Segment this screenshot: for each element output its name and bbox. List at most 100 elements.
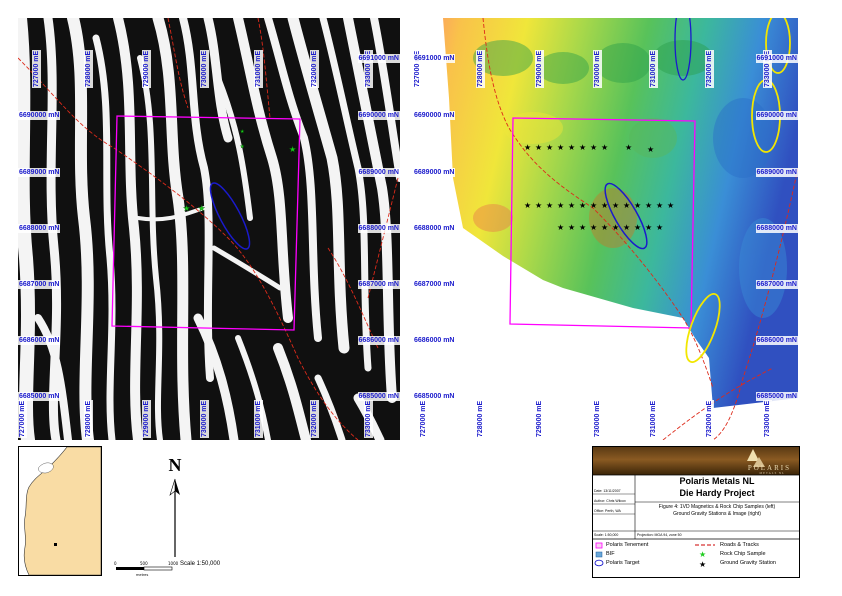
grid-label-top: 730000 mE [200,49,209,88]
grid-label-left: 6690000 mN [18,111,61,120]
legend-label: Roads & Tracks [720,542,759,548]
grid-label-bottom: 731000 mE [649,399,658,438]
grid-label-right: 6690000 mN [755,111,798,120]
rock-chip-samples: ★ ★ ★ ★ ★ [183,129,296,213]
gravity-map[interactable]: ★ ★ ★ ★ ★ ★ ★ ★ ★ ★ ★ ★ ★ ★ ★ ★ ★ ★ ★ ★ ★ ★ ★ ★ ★ ★ ★ ★ ★ ★ ★ ★ ★ ★ 727… [413,18,798,440]
tenement-symbol [595,542,603,549]
grid-label-right: 6687000 mN [755,280,798,289]
grid-label-top: 730000 mE [593,49,602,88]
grid-label-left: 6689000 mN [413,168,456,177]
north-letter: N [168,455,182,475]
svg-text:★: ★ [198,204,205,213]
meta-scale: Scale: 1:50,000 [594,533,619,537]
location-inset-map [18,446,102,576]
grid-label-right: 6688000 mN [357,224,400,233]
meta-office: Office: Perth, WA [594,509,621,513]
svg-text:★: ★ [601,223,608,232]
grid-label-bottom: 728000 mE [84,399,93,438]
australia-outline [19,447,101,575]
svg-text:★: ★ [612,223,619,232]
legend-label: Polaris Tenement [606,542,649,548]
grid-label-bottom: 727000 mE [419,399,428,438]
grid-label-top: 732000 mE [705,49,714,88]
grid-label-left: 6685000 mN [413,392,456,401]
svg-text:★: ★ [623,223,630,232]
grid-label-left: 6689000 mN [18,168,61,177]
title-block: POLARIS METALS NL Date: 13/11/2007 Autho… [592,446,800,578]
grid-label-top: 727000 mE [32,49,41,88]
rock-chip-symbol: ★ [699,550,706,559]
magnetics-map[interactable]: ★ ★ ★ ★ ★ 727000 mE 728000 mE 729000 mE … [18,18,400,440]
scale-tick-500: 500 [140,561,148,566]
grid-label-top: 729000 mE [535,49,544,88]
scale-tick-0: 0 [114,561,117,566]
meta-projection: Projection: MGA 94, zone 50 [637,533,682,537]
meta-author: Author: Chris Wilcox [594,499,626,503]
grid-label-right: 6689000 mN [755,168,798,177]
svg-text:★: ★ [557,223,564,232]
grid-label-bottom: 728000 mE [476,399,485,438]
grid-label-bottom: 727000 mE [18,399,27,438]
svg-text:★: ★ [546,143,553,152]
grid-label-left: 6687000 mN [18,280,61,289]
grid-label-top: 731000 mE [649,49,658,88]
svg-text:★: ★ [579,143,586,152]
grid-label-bottom: 731000 mE [254,399,263,438]
grid-label-right: 6685000 mN [357,392,400,401]
grid-label-top: 729000 mE [142,49,151,88]
figure-caption: Figure 4: 1VD Magnetics & Rock Chip Samp… [635,504,799,518]
legend-label: Ground Gravity Station [720,560,776,566]
scale-tick-1000: 1000 [168,561,179,566]
grid-label-top: 728000 mE [476,49,485,88]
svg-text:★: ★ [183,204,190,213]
grid-label-left: 6688000 mN [413,224,456,233]
scale-bar: 0 500 1000 metres [112,558,232,580]
project-name: Die Hardy Project [679,488,755,498]
meta-date: Date: 13/11/2007 [594,489,621,493]
legend-symbols: ★ ★ [594,542,715,569]
svg-text:★: ★ [557,143,564,152]
grid-label-right: 6686000 mN [755,336,798,345]
svg-text:★: ★ [535,143,542,152]
figure-caption-line1: Figure 4: 1VD Magnetics & Rock Chip Samp… [658,504,776,510]
svg-text:★: ★ [579,223,586,232]
grid-label-right: 6685000 mN [755,392,798,401]
svg-text:★: ★ [240,129,245,135]
magnetics-image: ★ ★ ★ ★ ★ [18,18,400,440]
svg-text:★: ★ [625,143,632,152]
svg-text:★: ★ [645,223,652,232]
north-arrow: N [160,455,190,565]
svg-text:★: ★ [535,201,542,210]
grid-label-bottom: 733000 mE [763,399,772,438]
grid-label-bottom: 729000 mE [535,399,544,438]
grid-label-left: 6687000 mN [413,280,456,289]
svg-text:★: ★ [634,201,641,210]
svg-text:★: ★ [240,144,245,150]
figure-caption-line2: Ground Gravity Stations & Image (right) [673,511,761,517]
grid-label-top: 731000 mE [254,49,263,88]
grid-label-left: 6686000 mN [18,336,61,345]
scale-ratio: Scale 1:50,000 [180,561,221,567]
svg-text:★: ★ [579,201,586,210]
legend-label: Polaris Target [606,560,640,566]
grid-label-left: 6686000 mN [413,336,456,345]
legend-label: BIF [606,551,615,557]
polaris-target-ellipse [209,182,251,250]
company-name: Polaris Metals NL [679,476,755,486]
svg-text:★: ★ [557,201,564,210]
logo-wordmark: POLARIS [747,464,791,472]
grid-label-bottom: 732000 mE [310,399,319,438]
legend-label: Rock Chip Sample [720,551,766,557]
svg-text:★: ★ [289,145,296,154]
svg-text:★: ★ [590,143,597,152]
grid-label-bottom: 730000 mE [593,399,602,438]
grid-label-top: 728000 mE [84,49,93,88]
grid-label-bottom: 733000 mE [364,399,373,438]
company-logo: POLARIS METALS NL [593,447,799,475]
grid-label-left: 6685000 mN [18,392,61,401]
logo-subtext: METALS NL [759,471,785,475]
grid-label-left: 6691000 mN [413,54,456,63]
svg-text:★: ★ [647,145,654,154]
svg-text:★: ★ [656,201,663,210]
svg-text:★: ★ [524,143,531,152]
